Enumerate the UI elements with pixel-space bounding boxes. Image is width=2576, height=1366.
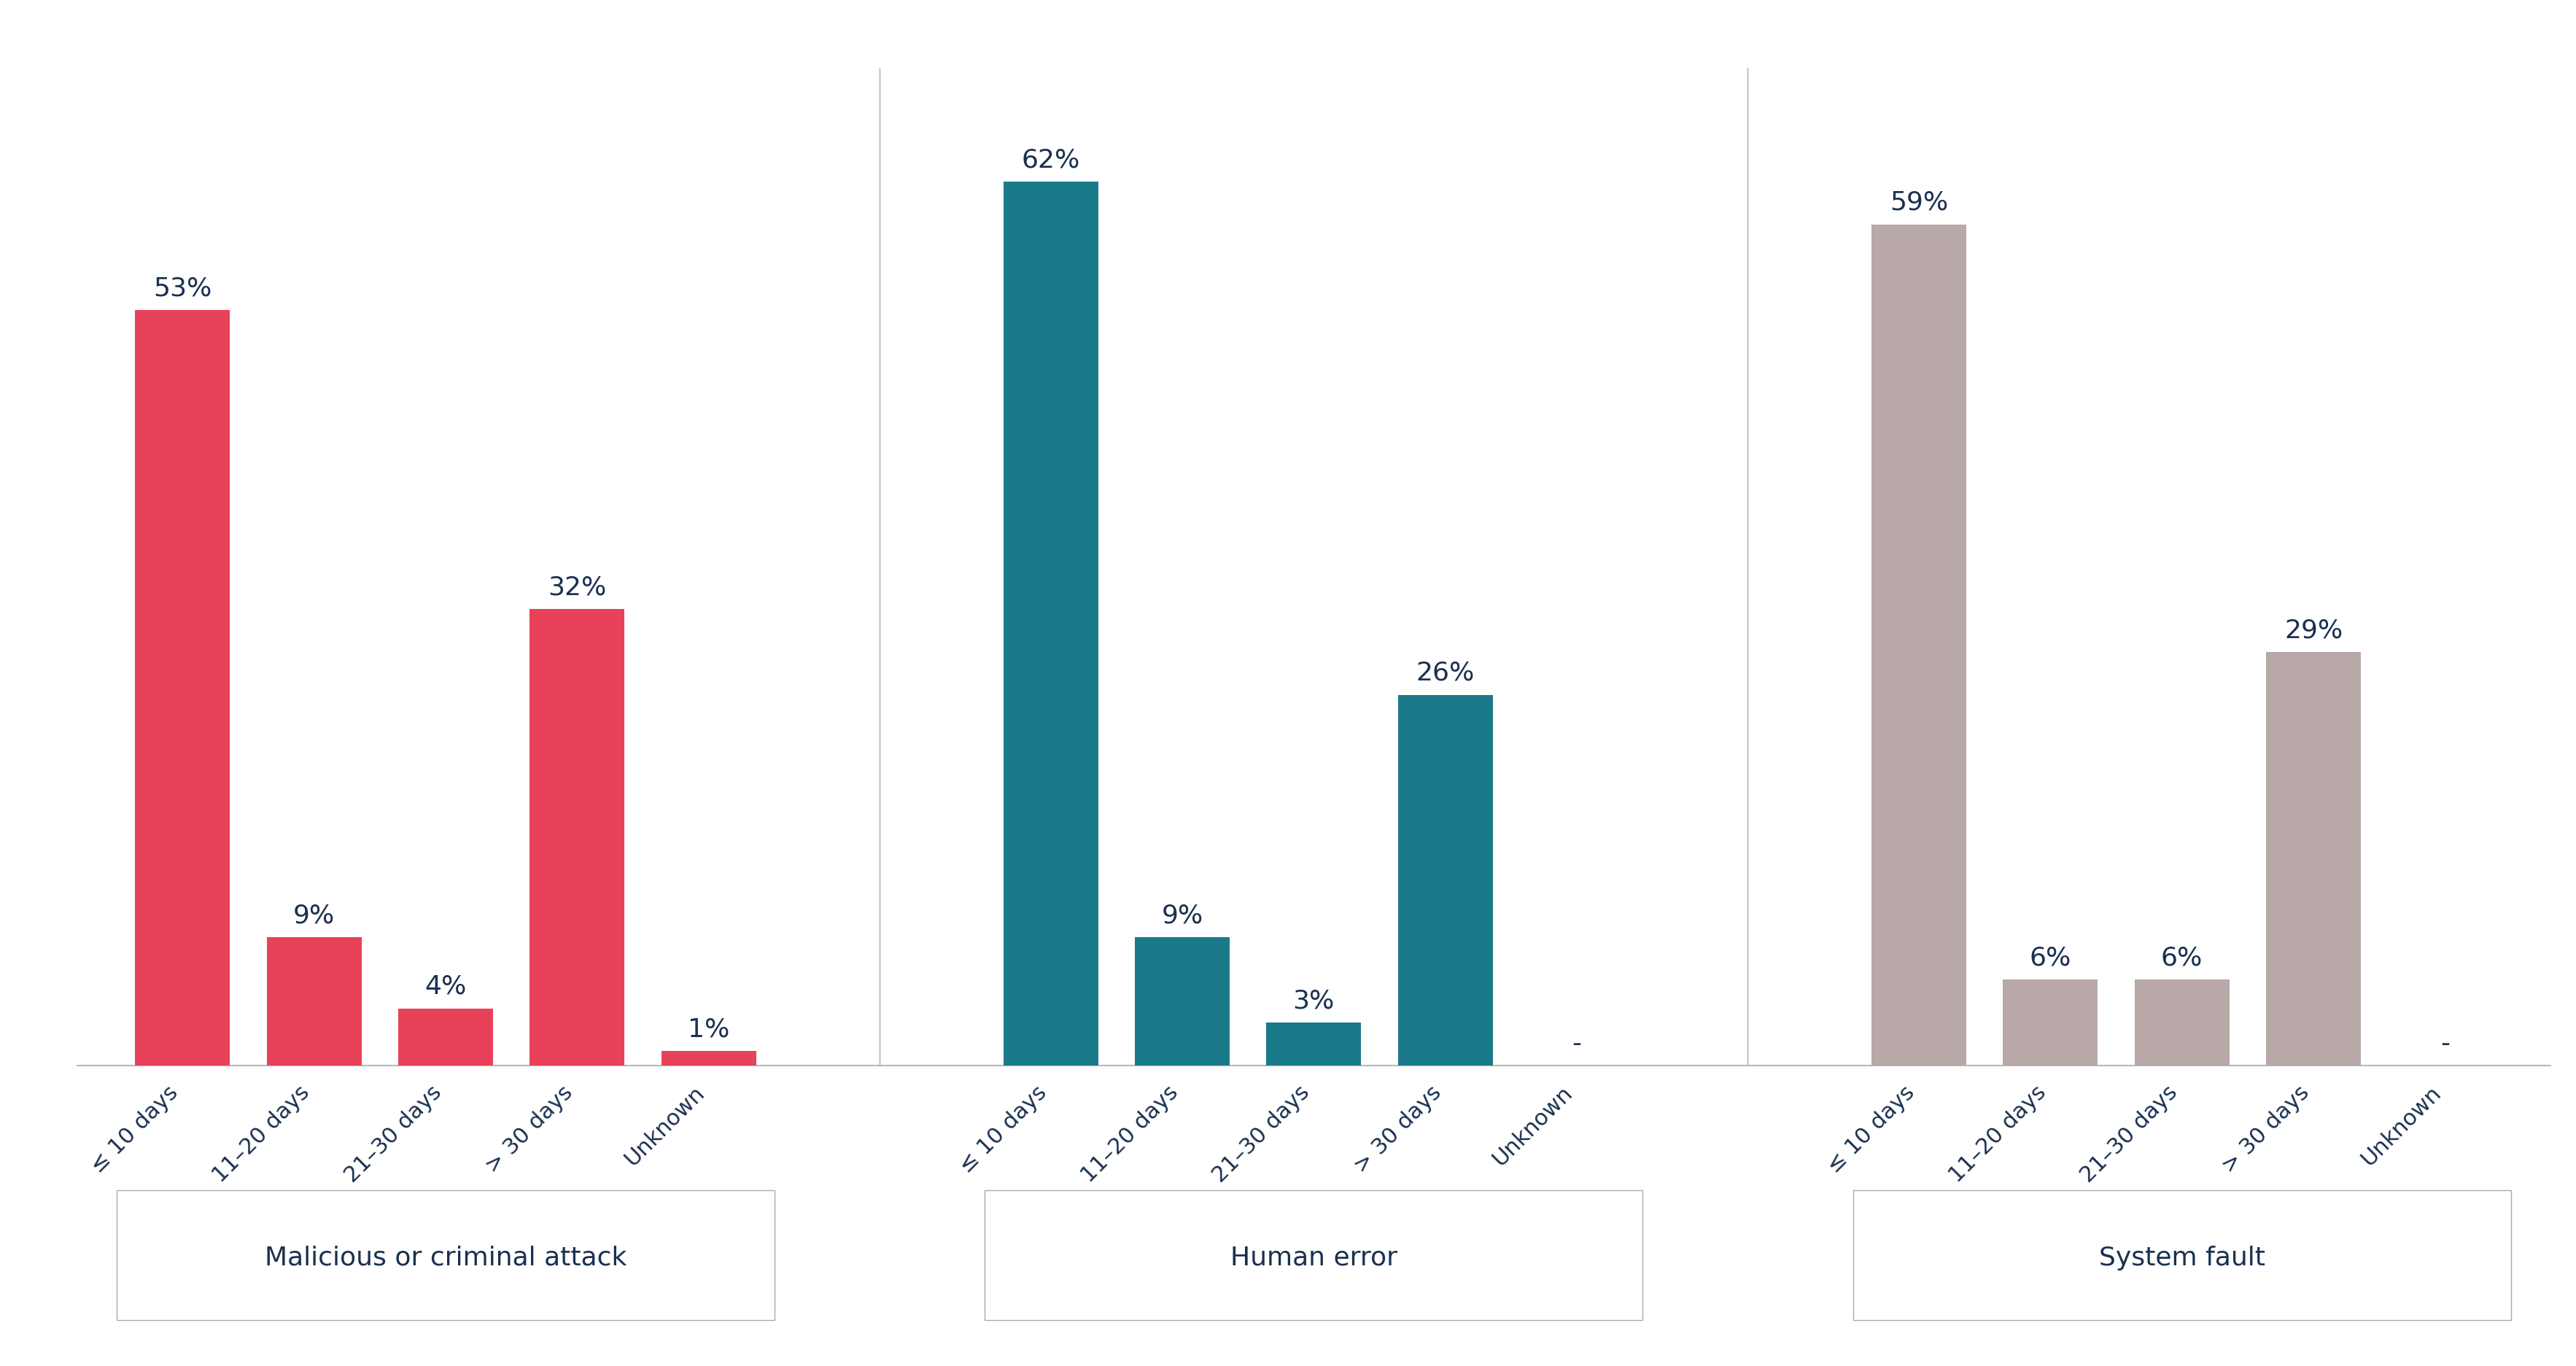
Bar — [268, 937, 361, 1065]
Text: 4%: 4% — [425, 974, 466, 999]
Bar — [2004, 979, 2097, 1065]
Text: Human error: Human error — [1231, 1244, 1396, 1270]
Text: 3%: 3% — [1293, 988, 1334, 1012]
Bar — [1136, 937, 1229, 1065]
Text: 62%: 62% — [1020, 148, 1079, 172]
Text: 26%: 26% — [1417, 660, 1473, 686]
Bar — [1267, 1023, 1360, 1065]
Text: 32%: 32% — [549, 575, 605, 600]
Text: 9%: 9% — [1162, 903, 1203, 928]
Text: -: - — [2439, 1031, 2450, 1056]
Text: 6%: 6% — [2030, 945, 2071, 970]
Bar — [2136, 979, 2228, 1065]
Bar — [2267, 653, 2360, 1065]
Bar — [1873, 225, 1965, 1065]
Text: 6%: 6% — [2161, 945, 2202, 970]
Text: Malicious or criminal attack: Malicious or criminal attack — [265, 1244, 626, 1270]
Text: -: - — [1571, 1031, 1582, 1056]
Bar — [1002, 182, 1097, 1065]
Bar — [134, 310, 229, 1065]
Text: 59%: 59% — [1891, 190, 1947, 214]
Bar — [399, 1008, 492, 1065]
Text: 53%: 53% — [152, 276, 211, 301]
Bar — [662, 1052, 755, 1065]
Text: 29%: 29% — [2285, 617, 2342, 642]
Text: 1%: 1% — [688, 1016, 729, 1041]
Bar — [531, 609, 623, 1065]
Text: 9%: 9% — [294, 903, 335, 928]
Text: System fault: System fault — [2099, 1244, 2264, 1270]
Bar — [1399, 695, 1492, 1065]
